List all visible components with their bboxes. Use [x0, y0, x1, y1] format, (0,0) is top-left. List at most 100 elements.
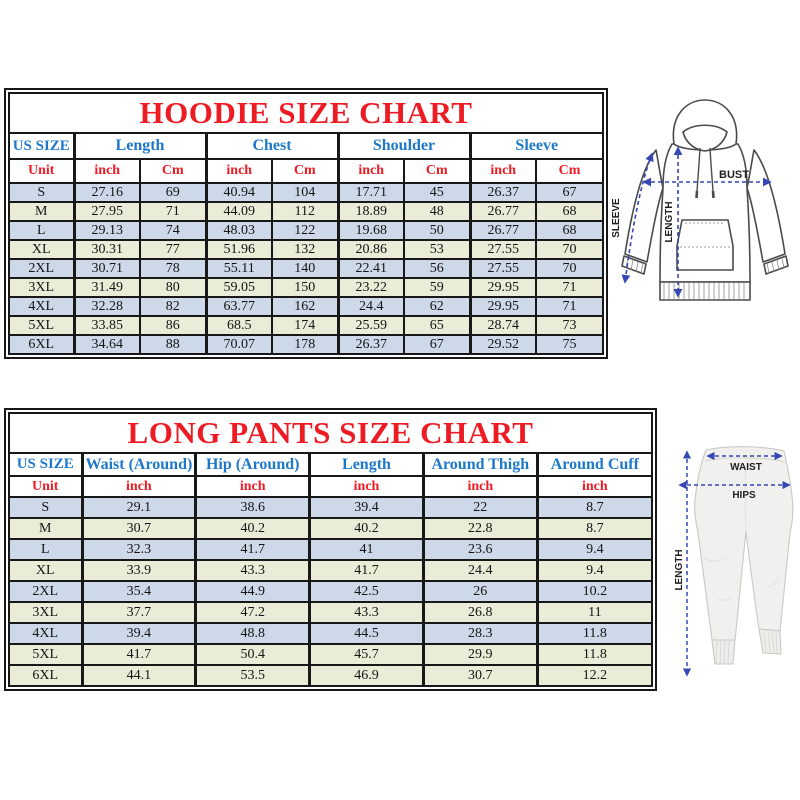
value-cell: 30.71: [72, 258, 141, 279]
value-cell: 27.55: [468, 258, 537, 279]
value-cell: 26.77: [468, 201, 537, 222]
value-cell: 29.9: [421, 643, 539, 666]
value-cell: 68: [535, 201, 602, 222]
value-cell: 70: [535, 239, 602, 260]
value-cell: 12.2: [535, 664, 651, 685]
size-cell: 5XL: [10, 315, 75, 336]
size-cell: M: [10, 201, 75, 222]
value-cell: 37.7: [80, 601, 197, 624]
value-cell: 62: [403, 296, 471, 317]
value-cell: 24.4: [421, 559, 539, 582]
value-cell: 65: [403, 315, 471, 336]
waist-label: WAIST: [730, 462, 762, 473]
value-cell: 27.95: [72, 201, 141, 222]
value-cell: 71: [139, 201, 207, 222]
value-cell: 69: [139, 182, 207, 203]
value-cell: 29.1: [80, 496, 197, 519]
size-cell: 3XL: [10, 601, 83, 624]
size-row-l: L 29.13 74 48.03 122 19.68 50 26.77 68: [10, 220, 602, 241]
value-cell: 88: [139, 334, 207, 353]
hoodie-size-table: US SIZE Length Chest Shoulder Sleeve Unit inch…: [10, 134, 602, 353]
value-cell: 67: [403, 334, 471, 353]
size-cell: S: [10, 496, 83, 519]
sleeve-label: SLEEVE: [611, 198, 622, 238]
value-cell: 17.71: [336, 182, 405, 203]
size-row-4xl: 4XL 32.28 82 63.77 162 24.4 62 29.95 71: [10, 296, 602, 317]
size-cell: XL: [10, 239, 75, 260]
unit-header: inch: [80, 475, 197, 498]
pants-cuff-ribbing: [715, 630, 778, 664]
group-header: Shoulder: [336, 134, 471, 160]
hoodie-length-label: LENGTH: [664, 201, 675, 242]
size-cell: L: [10, 220, 75, 241]
value-cell: 27.16: [72, 182, 141, 203]
value-cell: 41.7: [308, 559, 425, 582]
value-cell: 11.8: [535, 643, 651, 666]
value-cell: 32.28: [72, 296, 141, 317]
value-cell: 86: [139, 315, 207, 336]
value-cell: 29.13: [72, 220, 141, 241]
group-header: Length: [308, 454, 425, 477]
unit-row-header: Unit: [10, 158, 75, 184]
value-cell: 71: [535, 296, 602, 317]
hoodie-drawstring-tips: [695, 190, 715, 199]
unit-row-header: Unit: [10, 475, 83, 498]
value-cell: 8.7: [535, 496, 651, 519]
value-cell: 8.7: [535, 517, 651, 540]
value-cell: 28.3: [421, 622, 539, 645]
value-cell: 71: [535, 277, 602, 298]
size-cell: M: [10, 517, 83, 540]
hoodie-hem-band: [659, 281, 751, 301]
value-cell: 48.8: [194, 622, 311, 645]
value-cell: 43.3: [308, 601, 425, 624]
value-cell: 41.7: [194, 538, 311, 561]
pants-chart-title: LONG PANTS SIZE CHART: [10, 414, 651, 454]
value-cell: 70: [535, 258, 602, 279]
size-row-s: S 29.1 38.6 39.4 22 8.7: [10, 496, 651, 519]
unit-header: Cm: [403, 158, 471, 184]
value-cell: 68: [535, 220, 602, 241]
value-cell: 44.1: [80, 664, 197, 685]
value-cell: 44.09: [204, 201, 273, 222]
sleeve-arrow: [621, 152, 654, 284]
pants-body: [694, 446, 794, 641]
group-header: Waist (Around): [80, 454, 197, 477]
value-cell: 44.5: [308, 622, 425, 645]
value-cell: 11: [535, 601, 651, 624]
group-header: Hip (Around): [194, 454, 311, 477]
unit-header: Cm: [535, 158, 602, 184]
value-cell: 29.52: [468, 334, 537, 353]
value-cell: 70.07: [204, 334, 273, 353]
size-row-2xl: 2XL 35.4 44.9 42.5 26 10.2: [10, 580, 651, 603]
size-cell: XL: [10, 559, 83, 582]
value-cell: 45.7: [308, 643, 425, 666]
size-cell: 5XL: [10, 643, 83, 666]
value-cell: 40.2: [308, 517, 425, 540]
hoodie-drawstrings: [696, 147, 714, 192]
hoodie-hood-opening: [682, 124, 728, 152]
value-cell: 27.55: [468, 239, 537, 260]
value-cell: 39.4: [80, 622, 197, 645]
value-cell: 75: [535, 334, 602, 353]
value-cell: 26.8: [421, 601, 539, 624]
value-cell: 82: [139, 296, 207, 317]
unit-header: inch: [468, 158, 537, 184]
value-cell: 33.85: [72, 315, 141, 336]
value-cell: 30.7: [421, 664, 539, 685]
size-cell: 4XL: [10, 622, 83, 645]
value-cell: 23.22: [336, 277, 405, 298]
value-cell: 74: [139, 220, 207, 241]
size-cell: 2XL: [10, 258, 75, 279]
value-cell: 25.59: [336, 315, 405, 336]
value-cell: 9.4: [535, 538, 651, 561]
value-cell: 78: [139, 258, 207, 279]
size-row-3xl: 3XL 37.7 47.2 43.3 26.8 11: [10, 601, 651, 624]
value-cell: 38.6: [194, 496, 311, 519]
value-cell: 24.4: [336, 296, 405, 317]
value-cell: 26: [421, 580, 539, 603]
value-cell: 51.96: [204, 239, 273, 260]
value-cell: 44.9: [194, 580, 311, 603]
size-row-xl: XL 30.31 77 51.96 132 20.86 53 27.55 70: [10, 239, 602, 260]
value-cell: 59: [403, 277, 471, 298]
size-row-m: M 27.95 71 44.09 112 18.89 48 26.77 68: [10, 201, 602, 222]
